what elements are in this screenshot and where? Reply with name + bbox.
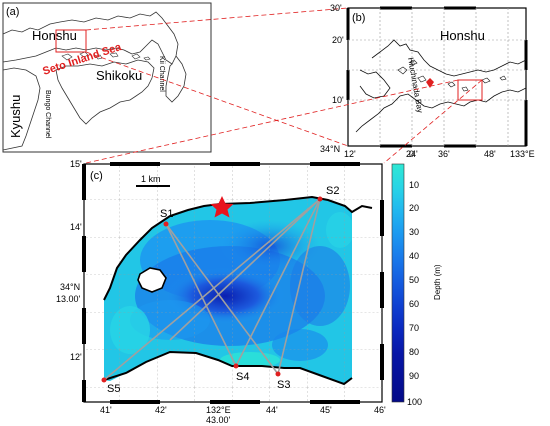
panel-c-lat-13: 34°N bbox=[60, 282, 80, 292]
colorbar-tick-40: 40 bbox=[409, 251, 419, 261]
kii-peninsula-coast bbox=[165, 55, 187, 103]
station-s4-label: S4 bbox=[236, 371, 249, 383]
colorbar-tick-10: 10 bbox=[409, 180, 419, 190]
panel-c-lon-43: 132°E bbox=[206, 405, 231, 415]
panel-b-lon-end: 133°E bbox=[510, 149, 535, 159]
station-markers bbox=[101, 196, 323, 383]
colorbar-tick-labels: 0 10 20 30 40 50 60 70 80 90 100 bbox=[407, 149, 422, 407]
station-s5-label: S5 bbox=[107, 383, 120, 395]
panel-b-coast-south bbox=[355, 87, 527, 133]
panel-c-lon-42: 42' bbox=[155, 405, 167, 415]
station-s4-marker bbox=[233, 363, 239, 369]
station-s3-marker bbox=[275, 371, 281, 377]
kii-channel-label: Kii Channel bbox=[158, 56, 165, 92]
panel-c-lon-45: 45' bbox=[320, 405, 332, 415]
colorbar-tick-70: 70 bbox=[409, 323, 419, 333]
panel-b: (b) Honshu Hiuchinada Bay 30' 20' 10' 34… bbox=[320, 3, 535, 159]
panel-c-frame-ticks bbox=[82, 162, 384, 404]
panel-b-grid bbox=[348, 8, 526, 146]
panel-b-region-label: Honshu bbox=[440, 28, 485, 43]
panel-b-lon-tick-36: 36' bbox=[438, 149, 450, 159]
colorbar-tick-0: 0 bbox=[409, 149, 414, 159]
scale-bar-label: 1 km bbox=[141, 174, 161, 184]
kyushu-label: Kyushu bbox=[8, 95, 23, 138]
colorbar-title: Depth (m) bbox=[433, 264, 442, 300]
panel-b-site-marker bbox=[426, 78, 434, 88]
colorbar-tick-30: 30 bbox=[409, 227, 419, 237]
colorbar-tick-50: 50 bbox=[409, 275, 419, 285]
panel-a-frame bbox=[2, 2, 212, 153]
station-s1-label: S1 bbox=[160, 208, 173, 220]
honshu-label: Honshu bbox=[32, 28, 77, 43]
colorbar-tick-80: 80 bbox=[409, 347, 419, 357]
kyushu-coast bbox=[2, 67, 41, 151]
panel-a: (a) Honshu Seto Inland Sea Shikoku Kyush… bbox=[2, 2, 212, 153]
panel-c-label: (c) bbox=[90, 170, 103, 182]
panel-b-lat-tick-20: 20' bbox=[332, 35, 344, 45]
panel-c-island bbox=[137, 267, 167, 293]
colorbar-tick-90: 90 bbox=[409, 371, 419, 381]
panel-c-lat-14: 14' bbox=[70, 222, 82, 232]
panel-b-coast-west bbox=[359, 69, 391, 99]
panel-b-coast-north bbox=[371, 39, 527, 77]
panel-b-lon-tick-24: 24' bbox=[406, 149, 418, 159]
station-s1-marker bbox=[163, 221, 169, 227]
station-s2-marker bbox=[317, 196, 323, 202]
colorbar-tick-60: 60 bbox=[409, 299, 419, 309]
connector-lines-ab bbox=[85, 7, 349, 147]
panel-c-lon-46: 46' bbox=[374, 405, 386, 415]
bungo-channel-label: Bungo Channel bbox=[44, 90, 51, 139]
panel-b-lon-tick-48: 48' bbox=[484, 149, 496, 159]
panel-b-frame-ticks bbox=[346, 6, 528, 148]
depth-colorbar: 0 10 20 30 40 50 60 70 80 90 100 Depth (… bbox=[391, 149, 442, 407]
panel-c-coast-south bbox=[103, 350, 353, 386]
panel-c-lon-41: 41' bbox=[100, 405, 112, 415]
connector-lines-bc bbox=[85, 79, 483, 164]
honshu-coast bbox=[2, 11, 179, 65]
inset-box-a bbox=[55, 29, 87, 53]
panel-b-lat-tick-30: 30' bbox=[330, 3, 342, 13]
colorbar-tick-100: 100 bbox=[407, 397, 422, 407]
station-s5-marker bbox=[101, 377, 107, 383]
panel-b-islands bbox=[397, 59, 507, 92]
shikoku-coast bbox=[55, 59, 155, 125]
panel-c-lat-12: 12' bbox=[70, 352, 82, 362]
colorbar-tick-20: 20 bbox=[409, 203, 419, 213]
panel-b-lon-tick-12: 12' bbox=[344, 149, 356, 159]
station-s3-label: S3 bbox=[277, 379, 290, 391]
station-s2-label: S2 bbox=[326, 185, 339, 197]
panel-b-lat-origin: 34°N bbox=[320, 144, 340, 154]
colorbar-scale bbox=[391, 163, 405, 403]
panel-a-label: (a) bbox=[6, 6, 19, 18]
panel-b-frame bbox=[347, 7, 527, 147]
panel-c-lon-43b: 43.00' bbox=[206, 415, 231, 425]
panel-c-lat-15: 15' bbox=[70, 159, 82, 169]
seto-islands bbox=[61, 51, 151, 61]
panel-b-label: (b) bbox=[352, 12, 365, 24]
transect-lines bbox=[103, 198, 321, 381]
site-star-icon bbox=[210, 196, 234, 218]
shikoku-label: Shikoku bbox=[96, 68, 142, 83]
inset-box-b bbox=[457, 79, 483, 101]
panel-c-lat-13b: 13.00' bbox=[56, 294, 81, 304]
panel-c: 1 km S1 S2 S3 S4 S5 (c) 15' 14' 34°N 13.… bbox=[56, 159, 386, 425]
panel-b-lat-tick-10: 10' bbox=[332, 95, 344, 105]
panel-c-lon-44: 44' bbox=[266, 405, 278, 415]
